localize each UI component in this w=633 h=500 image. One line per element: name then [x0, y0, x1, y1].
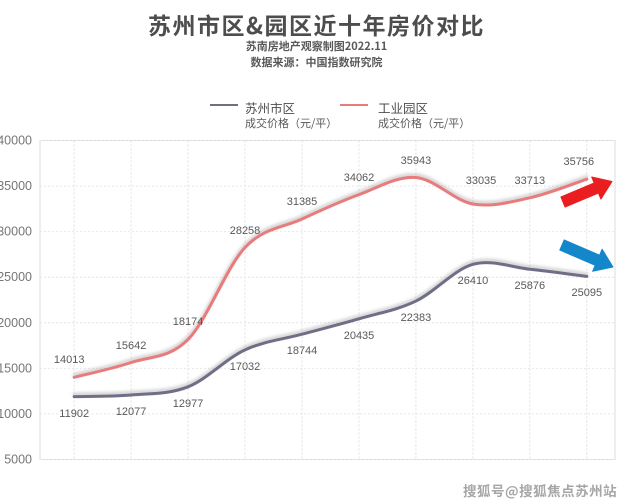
svg-text:35000: 35000: [0, 179, 32, 193]
svg-text:5000: 5000: [4, 453, 32, 467]
svg-text:40000: 40000: [0, 134, 32, 148]
svg-text:30000: 30000: [0, 225, 32, 239]
svg-text:20000: 20000: [0, 316, 32, 330]
svg-text:25000: 25000: [0, 270, 32, 284]
svg-text:10000: 10000: [0, 407, 32, 421]
svg-text:15000: 15000: [0, 361, 32, 375]
